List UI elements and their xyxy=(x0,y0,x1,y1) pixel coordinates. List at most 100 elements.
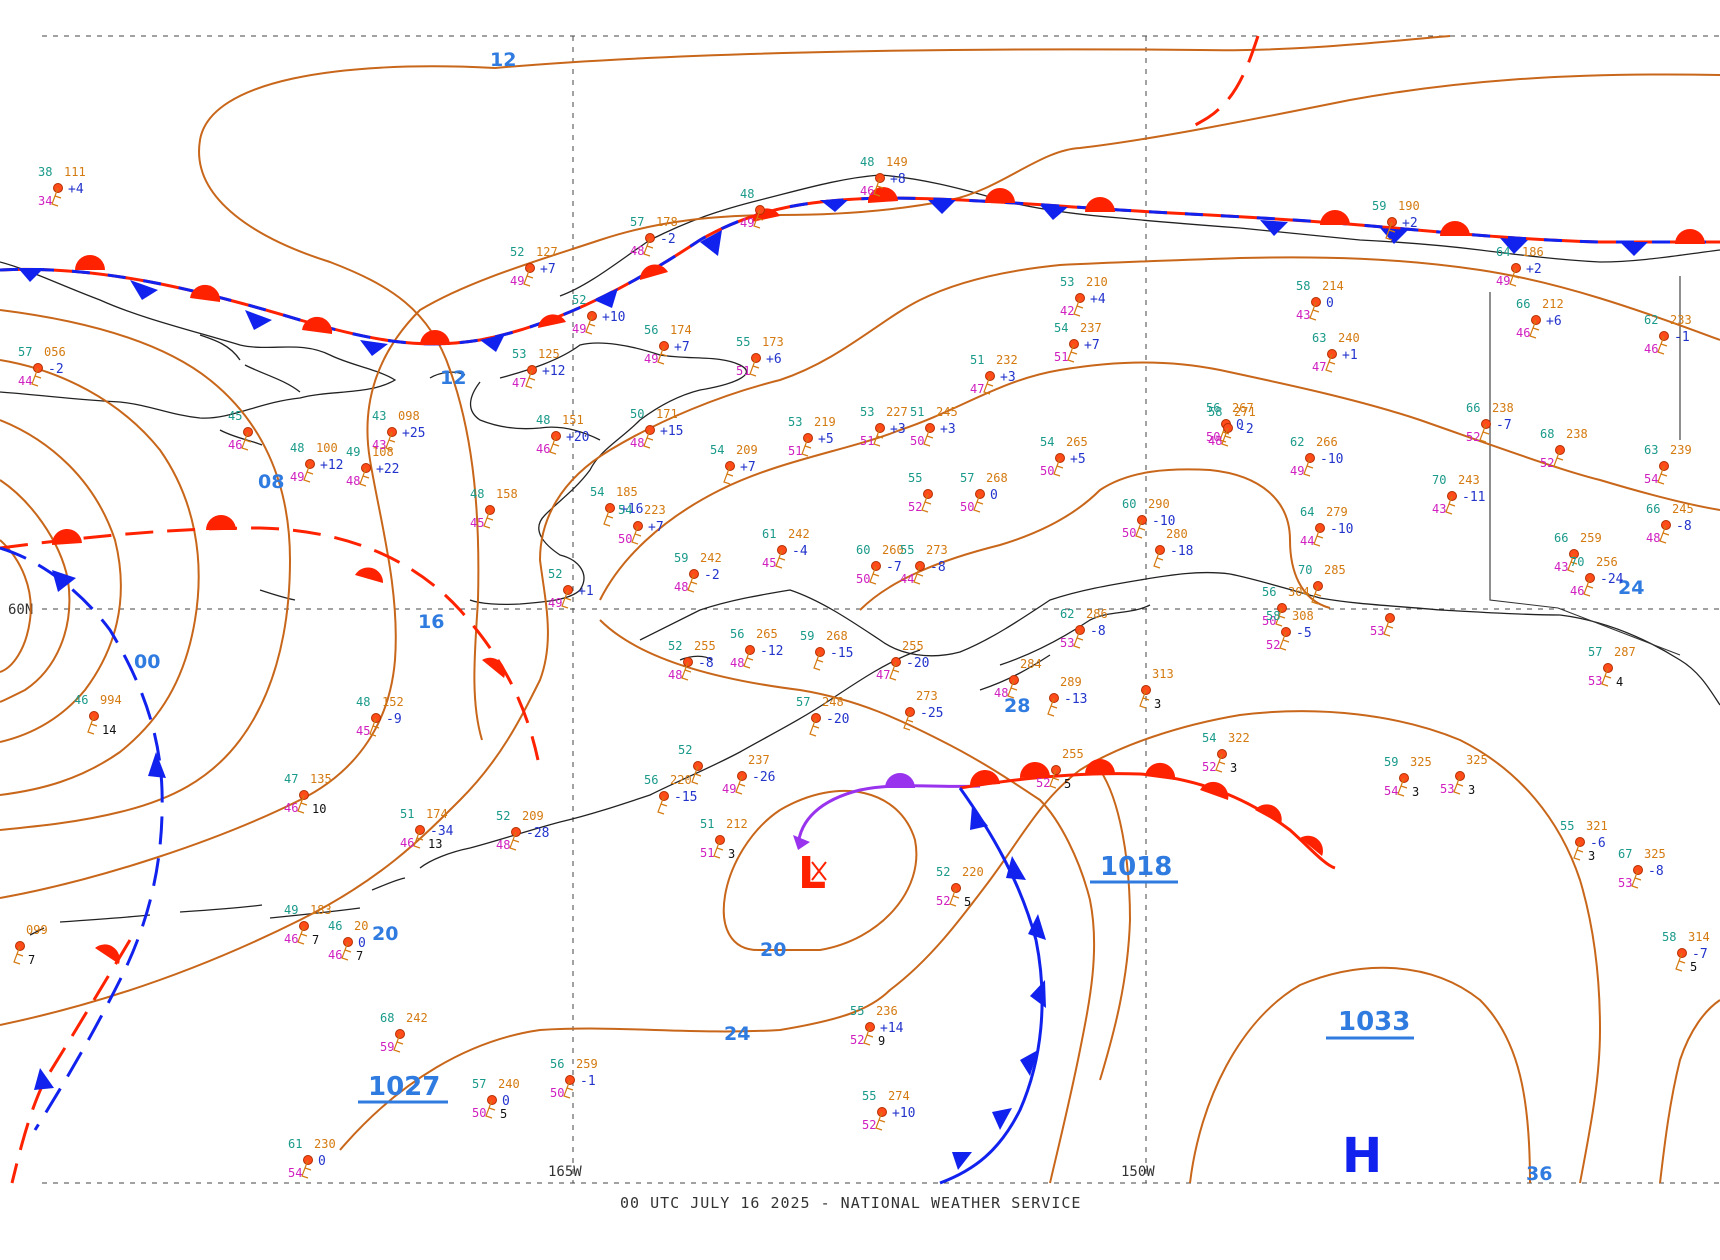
station-temperature: 48 xyxy=(470,487,484,501)
station-visibility: 3 xyxy=(728,847,735,861)
wind-barb-icon xyxy=(913,565,924,585)
wind-barb-icon xyxy=(13,945,24,965)
station-pressure: 286 xyxy=(1086,607,1108,621)
station-temperature: 66 xyxy=(1516,297,1530,311)
warm-front-southeast xyxy=(959,772,1336,870)
wind-barb-icon xyxy=(1073,297,1084,317)
station-visibility: 7 xyxy=(28,953,35,967)
station-pressure: 289 xyxy=(1060,675,1082,689)
station-plot: 56 304 50 xyxy=(1262,585,1310,628)
station-pressure-tendency: 0 xyxy=(318,1154,326,1169)
station-temperature: 49 xyxy=(346,445,360,459)
station-plot: 66 259 43 xyxy=(1554,531,1602,574)
station-dewpoint: 46 xyxy=(860,184,874,198)
station-dewpoint: 53 xyxy=(1060,636,1074,650)
station-pressure: 219 xyxy=(814,415,836,429)
station-pressure: 265 xyxy=(756,627,778,641)
station-pressure: 994 xyxy=(100,693,122,707)
station-pressure-tendency: -20 xyxy=(826,712,849,727)
station-pressure-tendency: +1 xyxy=(1342,348,1358,363)
station-dewpoint: 45 xyxy=(356,724,370,738)
station-visibility: 3 xyxy=(1230,761,1237,775)
station-plot: 55 273 44 -8 xyxy=(900,543,948,586)
station-temperature: 45 xyxy=(228,409,242,423)
station-plot: 62 286 53 -8 xyxy=(1060,607,1108,650)
isobar-label: 20 xyxy=(760,939,786,961)
station-pressure: 322 xyxy=(1228,731,1250,745)
station-temperature: 64 xyxy=(1496,245,1510,259)
station-plot: 54 185 +16 xyxy=(590,485,643,527)
station-pressure-tendency: +16 xyxy=(620,502,643,517)
station-plot: 284 48 xyxy=(994,657,1042,700)
station-temperature: 59 xyxy=(800,629,814,643)
wind-barb-icon xyxy=(1279,631,1290,651)
station-pressure-tendency: -7 xyxy=(1496,418,1512,433)
isobars xyxy=(0,35,1720,1184)
wind-barb-icon xyxy=(631,525,642,545)
station-pressure: 245 xyxy=(936,405,958,419)
station-pressure-tendency: +7 xyxy=(648,520,664,535)
coastline-alaska-west xyxy=(469,342,748,606)
wind-barb-icon xyxy=(1215,753,1226,773)
station-temperature: 55 xyxy=(736,335,750,349)
station-pressure: 321 xyxy=(1586,819,1608,833)
pressure-centers: 1027 L 1018 1033 H xyxy=(358,848,1414,1184)
wind-barb-icon xyxy=(713,839,724,859)
wind-barb-icon xyxy=(413,829,424,849)
station-plot: 68 242 59 xyxy=(380,1011,428,1054)
station-pressure: 284 xyxy=(1020,657,1042,671)
station-dewpoint: 50 xyxy=(618,532,632,546)
station-temperature: 56 xyxy=(1206,401,1220,415)
station-plot: 56 265 48 -12 xyxy=(730,627,783,670)
station-plot: 280-18 xyxy=(1153,527,1193,569)
wind-barb-icon xyxy=(1479,423,1490,443)
station-plot: 48 149 46 +8 xyxy=(860,155,908,198)
station-dewpoint: 43 xyxy=(1296,308,1310,322)
station-temperature: 54 xyxy=(710,443,724,457)
station-dewpoint: 50 xyxy=(856,572,870,586)
station-temperature: 57 xyxy=(796,695,810,709)
wind-barb-icon xyxy=(1553,449,1564,469)
station-temperature: 59 xyxy=(674,551,688,565)
station-plot: 66 245 48 -8 xyxy=(1646,502,1694,545)
station-pressure-tendency: -1 xyxy=(1674,330,1690,345)
station-plot: 54 265 50 +5 xyxy=(1040,435,1088,478)
station-pressure-tendency: -13 xyxy=(1064,692,1087,707)
station-pressure: 255 xyxy=(902,639,924,653)
station-pressure: 227 xyxy=(886,405,908,419)
wind-barb-icon xyxy=(1657,335,1668,355)
station-dewpoint: 44 xyxy=(900,572,914,586)
wind-barb-icon xyxy=(873,177,884,197)
station-plot: 52 220 52 5 xyxy=(936,865,984,909)
station-temperature: 58 xyxy=(1662,930,1676,944)
station-temperature: 56 xyxy=(644,323,658,337)
station-pressure-tendency: -7 xyxy=(886,560,902,575)
cold-front-dashed-west xyxy=(0,546,164,1131)
isobar-992-left xyxy=(0,539,32,673)
station-temperature: 51 xyxy=(400,807,414,821)
isobar-label: 12 xyxy=(490,49,516,71)
lon-label-150w: 150W xyxy=(1121,1164,1155,1180)
station-plot: 58 314 -75 xyxy=(1662,930,1710,974)
station-pressure-tendency: -24 xyxy=(1600,572,1624,587)
wind-barb-icon xyxy=(973,493,984,513)
station-dewpoint: 52 xyxy=(1540,456,1554,470)
coastline-alaska-north xyxy=(559,174,1720,297)
station-temperature: 52 xyxy=(936,865,950,879)
station-pressure-tendency: +3 xyxy=(890,422,906,437)
station-temperature: 55 xyxy=(900,543,914,557)
station-pressure: 135 xyxy=(310,772,332,786)
station-pressure-tendency: -15 xyxy=(830,646,853,661)
station-plot: 55 321 -63 xyxy=(1560,819,1608,863)
station-pressure: 242 xyxy=(406,1011,428,1025)
station-dewpoint: 47 xyxy=(512,376,526,390)
station-visibility: 5 xyxy=(500,1107,507,1121)
station-dewpoint: 49 xyxy=(510,274,524,288)
wind-barb-icon xyxy=(923,427,934,447)
station-plot: 61 230 54 0 xyxy=(288,1137,336,1180)
station-dewpoint: 48 xyxy=(674,580,688,594)
wind-barb-icon xyxy=(983,375,994,395)
station-pressure: 100 xyxy=(316,441,338,455)
wind-barb-icon xyxy=(1397,777,1408,797)
station-plot: 70 285 xyxy=(1298,563,1346,605)
